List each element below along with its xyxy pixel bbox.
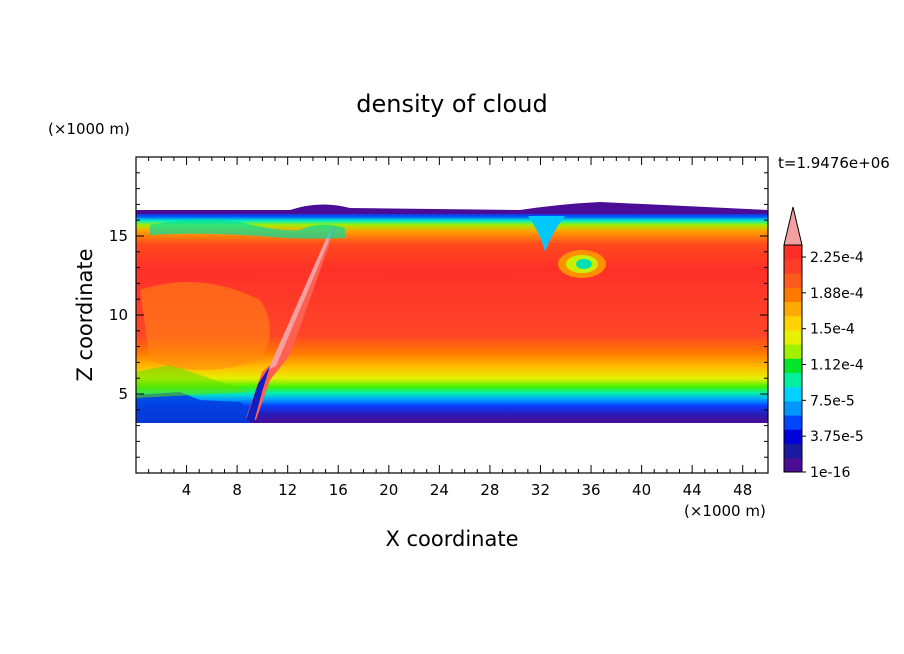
colorbar-swatch: [784, 273, 802, 288]
chart-title: density of cloud: [356, 90, 547, 118]
colorbar-swatch: [784, 415, 802, 430]
colorbar-swatch: [784, 301, 802, 317]
y-tick-label: 10: [109, 306, 128, 324]
colorbar-label: 1.12e-4: [810, 358, 864, 374]
x-tick-label: 28: [480, 481, 499, 499]
x-tick-label: 32: [531, 481, 550, 499]
eddy-inner: [576, 259, 592, 269]
x-tick-label: 24: [430, 481, 449, 499]
colorbar-swatch: [784, 386, 802, 402]
time-label: t=1.9476e+06: [778, 154, 890, 172]
y-tick-label: 5: [118, 385, 128, 403]
x-tick-label: 4: [182, 481, 192, 499]
colorbar-swatch: [784, 372, 802, 388]
colorbar-extend-arrow: [783, 206, 803, 246]
colorbar-swatch: [784, 245, 802, 260]
colorbar-swatch: [784, 401, 802, 416]
density-field: [136, 202, 768, 423]
x-axis-label: X coordinate: [385, 527, 518, 551]
colorbar-label: 2.25e-4: [810, 250, 864, 266]
x-tick-label: 36: [581, 481, 600, 499]
x-tick-label: 8: [232, 481, 242, 499]
colorbar-swatch: [784, 358, 802, 373]
x-unit-label: (×1000 m): [684, 502, 766, 520]
colorbar-swatch: [784, 259, 802, 274]
x-axis: 4 8 12 16 20 24 28 32 36 40 44 48: [148, 157, 756, 499]
colorbar-swatch: [784, 443, 802, 459]
left-orange-region: [140, 282, 270, 370]
y-axis: 5 10 15: [109, 172, 768, 458]
colorbar-label: 1.88e-4: [810, 286, 864, 302]
x-tick-label: 12: [278, 481, 297, 499]
colorbar-swatch: [784, 287, 802, 303]
x-tick-label: 16: [329, 481, 348, 499]
colorbar-swatch: [784, 429, 802, 444]
cloud-top-edge: [136, 202, 768, 214]
eddy-dip: [528, 216, 565, 252]
front-line-base: [246, 366, 270, 422]
colorbar-label: 7.5e-5: [810, 393, 855, 409]
colorbar-label: 1e-16: [810, 465, 850, 481]
y-tick-label: 15: [109, 227, 128, 245]
colorbar-swatch: [784, 315, 802, 331]
colorbar-label: 1.5e-4: [810, 322, 855, 338]
colorbar-swatch: [784, 330, 802, 345]
upper-left-wave: [150, 219, 345, 239]
lower-left-green: [136, 365, 250, 398]
front-line-core: [268, 229, 334, 370]
y-axis-label: Z coordinate: [73, 248, 97, 381]
colorbar-swatch: [784, 344, 802, 359]
colorbar-label: 3.75e-5: [810, 429, 864, 445]
x-tick-label: 20: [379, 481, 398, 499]
colorbar: 1e-16 3.75e-5 7.5e-5 1.12e-4 1.5e-4 1.88e-4 2.…: [783, 206, 864, 481]
x-tick-label: 40: [632, 481, 651, 499]
colorbar-swatch: [784, 457, 802, 473]
y-unit-label: (×1000 m): [48, 120, 130, 138]
x-tick-label: 44: [683, 481, 702, 499]
x-tick-label: 48: [733, 481, 752, 499]
lower-front-blue: [136, 392, 250, 423]
